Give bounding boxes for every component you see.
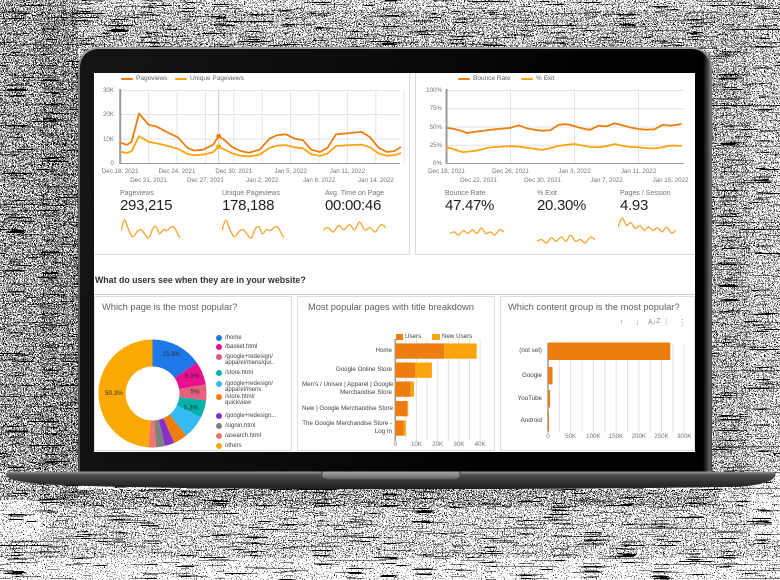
svg-text:6.9%: 6.9% xyxy=(185,373,200,380)
svg-text:50.3%: 50.3% xyxy=(105,390,123,397)
svg-text:5.3%: 5.3% xyxy=(184,404,199,411)
svg-text:15.3%: 15.3% xyxy=(162,351,180,358)
svg-text:5%: 5% xyxy=(191,388,200,395)
